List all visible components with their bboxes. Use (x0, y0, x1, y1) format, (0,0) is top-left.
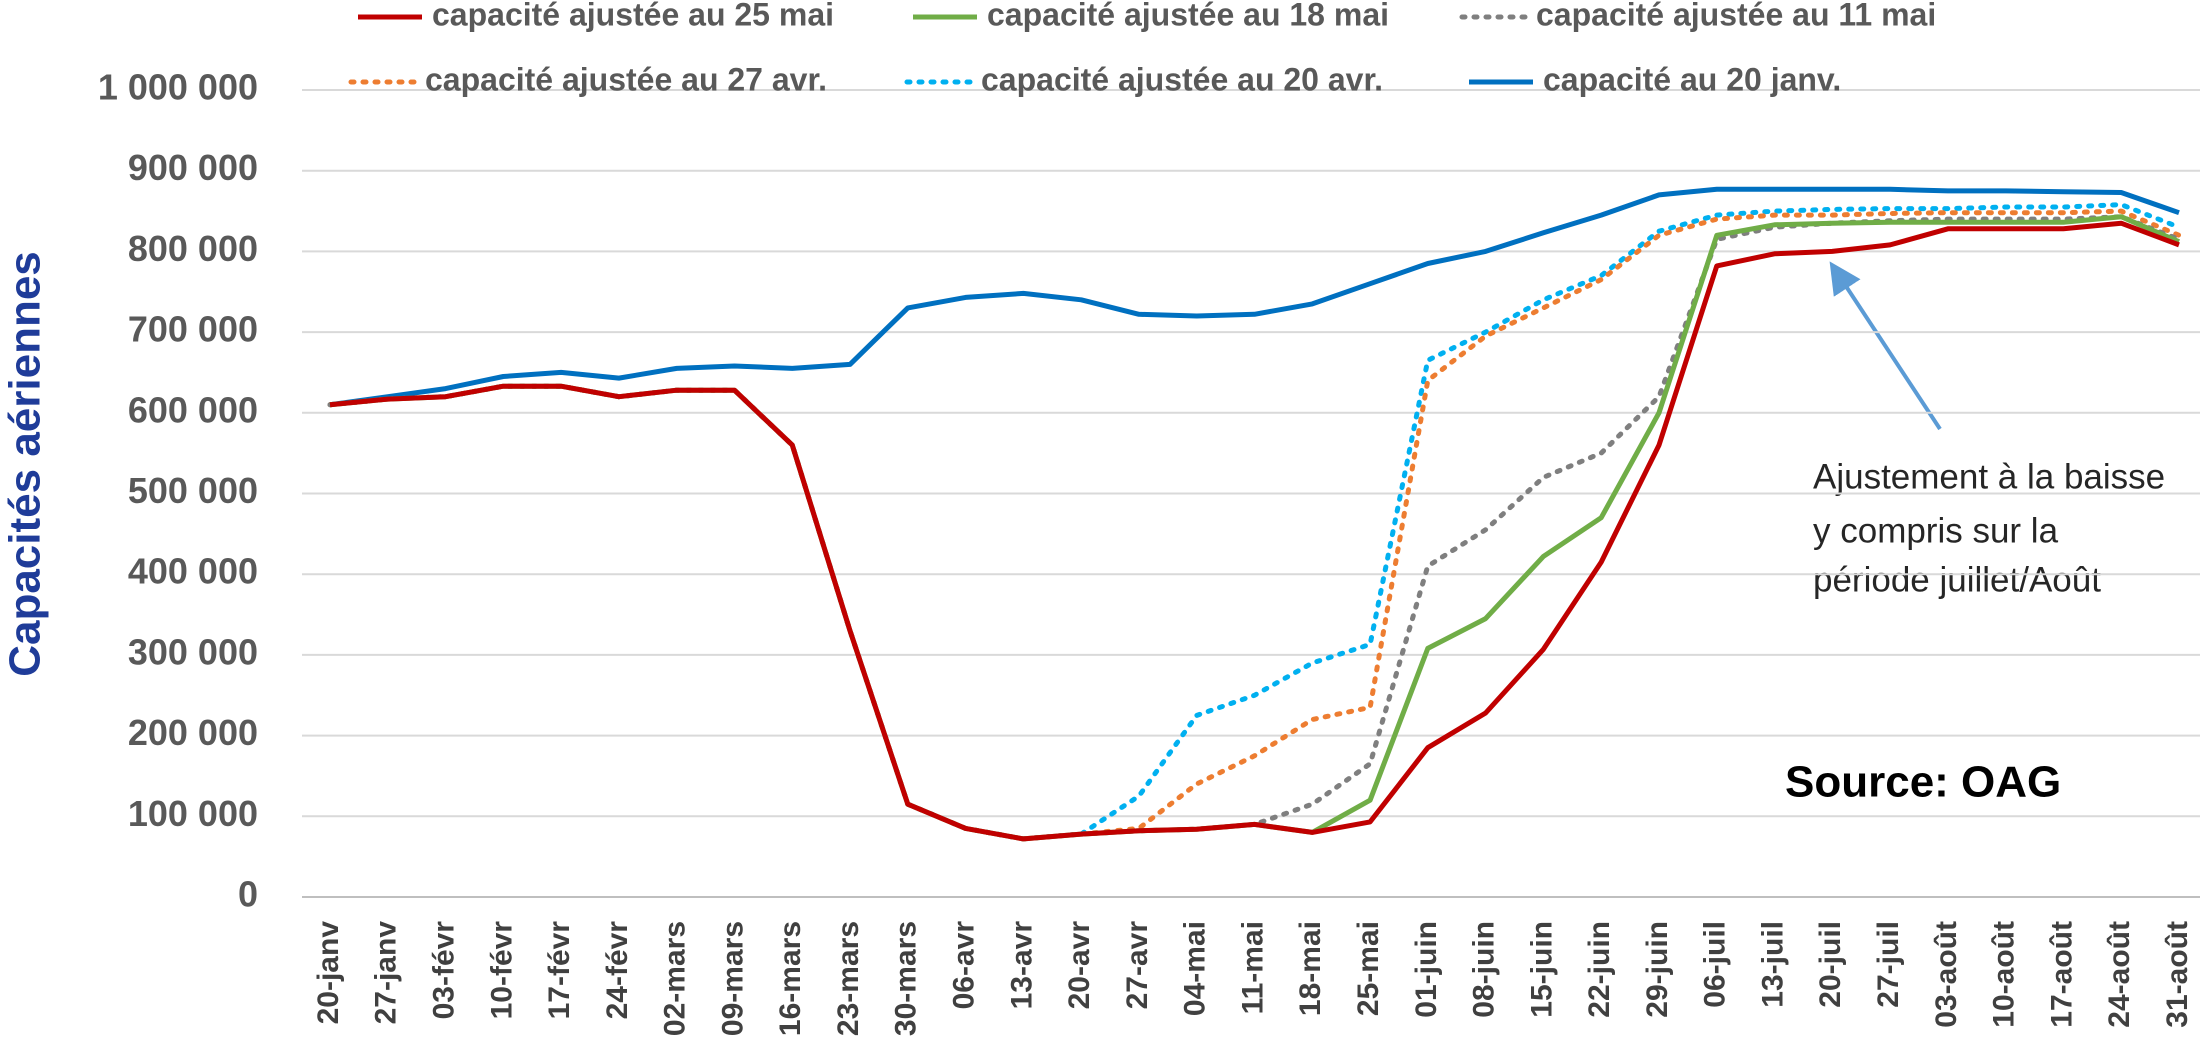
y-axis-label: Capacités aériennes (1, 251, 50, 677)
y-tick-label: 300 000 (128, 631, 258, 672)
legend-label: capacité au 20 janv. (1543, 61, 1841, 97)
legend-label: capacité ajustée au 20 avr. (981, 61, 1383, 97)
y-tick-label: 700 000 (128, 309, 258, 350)
x-tick-label: 02-mars (659, 921, 692, 1036)
y-tick-label: 900 000 (128, 147, 258, 188)
x-tick-label: 04-mai (1179, 921, 1212, 1016)
x-tick-label: 29-juin (1641, 921, 1674, 1018)
x-tick-label: 31-août (2161, 921, 2194, 1028)
y-tick-label: 800 000 (128, 228, 258, 269)
x-tick-label: 11-mai (1236, 921, 1269, 1014)
x-tick-label: 20-avr (1063, 921, 1096, 1010)
x-tick-label: 24-août (2103, 921, 2136, 1028)
annotation-arrow (1829, 261, 1942, 431)
x-tick-label: 27-janv (370, 921, 403, 1025)
y-tick-label: 200 000 (128, 712, 258, 753)
legend-label: capacité ajustée au 25 mai (432, 0, 834, 32)
x-tick-label: 20-juil (1814, 921, 1847, 1008)
y-tick-label: 400 000 (128, 551, 258, 592)
annotation: période juillet/Août (1813, 560, 2101, 599)
x-tick-label: 27-juil (1872, 921, 1905, 1008)
x-tick-label: 20-janv (312, 921, 345, 1025)
x-tick-label: 15-juin (1525, 921, 1558, 1018)
y-tick-label: 100 000 (128, 793, 258, 834)
x-tick-label: 27-avr (1121, 921, 1154, 1010)
x-tick-label: 09-mars (716, 921, 749, 1036)
x-tick-label: 03-févr (427, 921, 460, 1020)
x-tick-label: 10-févr (485, 921, 518, 1020)
y-tick-label: 500 000 (128, 470, 258, 511)
x-tick-label: 30-mars (890, 921, 923, 1036)
x-tick-label: 18-mai (1294, 921, 1327, 1016)
series-line (329, 186, 2180, 408)
legend-label: capacité ajustée au 18 mai (987, 0, 1389, 32)
x-tick-label: 24-févr (601, 921, 634, 1020)
x-tick-label: 13-juil (1756, 921, 1789, 1008)
legend-label: capacité ajustée au 11 mai (1536, 0, 1936, 32)
y-tick-label: 600 000 (128, 389, 258, 430)
annotation: Ajustement à la baisse (1813, 457, 2165, 496)
x-tick-label: 23-mars (832, 921, 865, 1036)
x-tick-label: 08-juin (1468, 921, 1501, 1018)
series-line (329, 220, 2180, 842)
x-tick-label: 01-juin (1410, 921, 1443, 1018)
x-tick-label: 03-août (1930, 921, 1963, 1028)
x-tick-label: 06-juil (1699, 921, 1732, 1008)
x-tick-label: 25-mai (1352, 921, 1385, 1016)
x-tick-label: 16-mars (774, 921, 807, 1036)
y-tick-label: 0 (238, 874, 258, 915)
x-tick-label: 10-août (1988, 921, 2021, 1028)
x-tick-label: 17-févr (543, 921, 576, 1020)
y-tick-label: 1 000 000 (98, 67, 258, 108)
source: Source: OAG (1785, 758, 2061, 807)
x-tick-label: 13-avr (1005, 921, 1038, 1010)
x-tick-label: 17-août (2045, 921, 2078, 1028)
legend-label: capacité ajustée au 27 avr. (425, 61, 827, 97)
x-tick-label: 22-juin (1583, 921, 1616, 1018)
x-tick-label: 06-avr (948, 921, 981, 1010)
annotation: y compris sur la (1813, 511, 2059, 550)
